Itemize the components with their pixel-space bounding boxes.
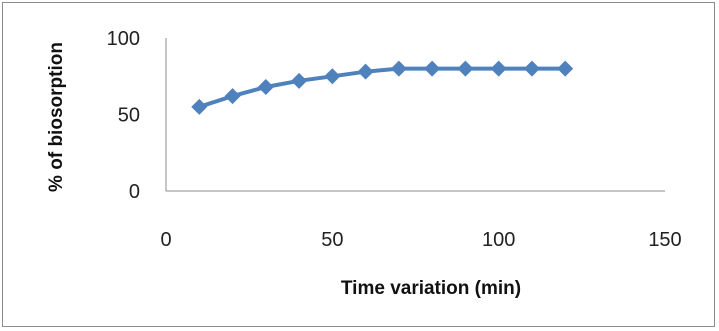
- data-point: [191, 98, 208, 115]
- y-tick-label: 100: [107, 28, 140, 50]
- x-tick-label: 100: [482, 229, 515, 251]
- y-axis-title: % of biosorption: [46, 42, 67, 192]
- data-point: [523, 60, 540, 77]
- y-tick-label: 50: [118, 105, 140, 127]
- data-point: [490, 60, 507, 77]
- data-point: [557, 60, 574, 77]
- axes: [165, 38, 665, 192]
- chart-frame: [2, 2, 715, 327]
- data-point: [424, 60, 441, 77]
- x-tick-label: 150: [648, 229, 681, 251]
- x-tick-labels: 0 50 100 150: [160, 229, 681, 251]
- data-point: [324, 68, 341, 85]
- x-axis-title: Time variation (min): [341, 278, 521, 299]
- data-point: [224, 88, 241, 105]
- y-tick-label: 0: [129, 181, 140, 203]
- data-point: [257, 78, 274, 95]
- x-tick-label: 50: [321, 229, 343, 251]
- x-tick-label: 0: [160, 229, 171, 251]
- series-line: [198, 66, 566, 109]
- data-point: [390, 60, 407, 77]
- data-point: [291, 72, 308, 89]
- series-layer: [191, 60, 574, 115]
- data-point: [357, 63, 374, 80]
- y-tick-labels: 0 50 100: [107, 28, 140, 203]
- data-point: [457, 60, 474, 77]
